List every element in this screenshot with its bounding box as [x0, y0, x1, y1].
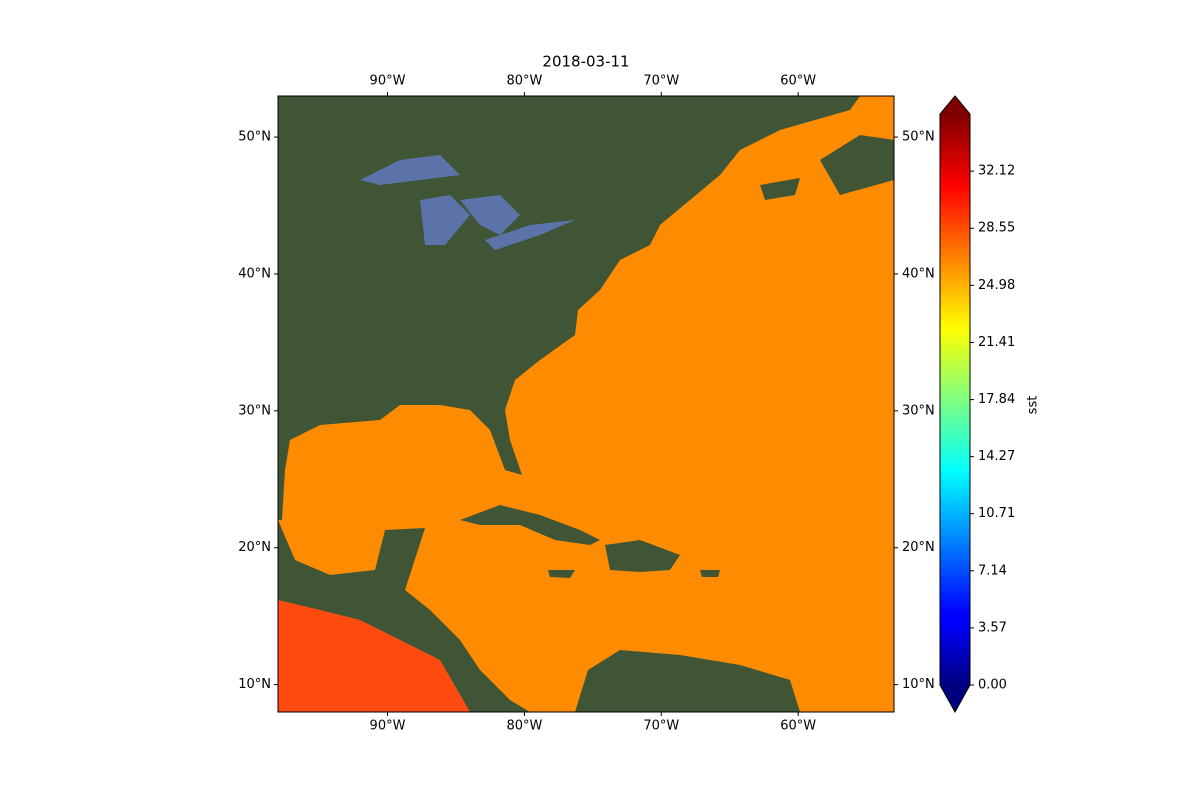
y-tick-label: 10°N — [238, 677, 271, 692]
colorbar-tick-label: 17.84 — [978, 392, 1015, 407]
x-tick-label: 60°W — [780, 719, 816, 734]
colorbar-scale — [940, 114, 970, 685]
colorbar-tick-label: 7.14 — [978, 563, 1007, 578]
colorbar-tick-label: 3.57 — [978, 620, 1007, 635]
cuba — [460, 505, 600, 545]
x-tick-label: 70°W — [643, 74, 679, 89]
x-tick-label: 90°W — [370, 74, 406, 89]
y-tick-label: 20°N — [902, 540, 935, 555]
colorbar-frame — [939, 95, 971, 714]
map-frame — [277, 95, 895, 713]
colorbar-label: sst — [1026, 396, 1041, 415]
map — [278, 96, 894, 712]
colorbar-extend-high — [940, 96, 970, 114]
x-tick-label: 90°W — [370, 719, 406, 734]
y-tick-label: 50°N — [238, 130, 271, 145]
x-tick-label: 60°W — [780, 74, 816, 89]
x-tick-label: 80°W — [506, 74, 542, 89]
pacific — [278, 600, 470, 712]
great-lakes — [360, 155, 575, 250]
colorbar: 0.00 3.57 7.14 10.71 14.27 17.84 21.41 24.98 28.… — [939, 95, 1041, 714]
south-america — [575, 650, 800, 712]
y-tick-label: 50°N — [902, 130, 935, 145]
colorbar-tick-label: 28.55 — [978, 221, 1015, 236]
y-tick-label: 20°N — [238, 540, 271, 555]
map-title: 2018-03-11 — [542, 53, 629, 71]
colorbar-tick-label: 21.41 — [978, 335, 1015, 350]
y-tick-label: 30°N — [238, 403, 271, 418]
colorbar-extend-low — [940, 685, 970, 712]
islands — [548, 540, 720, 578]
y-tick-label: 40°N — [902, 266, 935, 281]
colorbar-tick-label: 32.12 — [978, 164, 1015, 179]
central-america — [278, 520, 530, 712]
colorbar-tick-label: 0.00 — [978, 678, 1007, 693]
x-tick-label: 70°W — [643, 719, 679, 734]
colorbar-tick-label: 24.98 — [978, 278, 1015, 293]
y-tick-label: 40°N — [238, 266, 271, 281]
x-tick-label: 80°W — [506, 719, 542, 734]
y-tick-label: 10°N — [902, 677, 935, 692]
colorbar-tick-label: 10.71 — [978, 506, 1015, 521]
maritimes — [760, 135, 894, 200]
colorbar-tick-label: 14.27 — [978, 449, 1015, 464]
y-tick-label: 30°N — [902, 403, 935, 418]
